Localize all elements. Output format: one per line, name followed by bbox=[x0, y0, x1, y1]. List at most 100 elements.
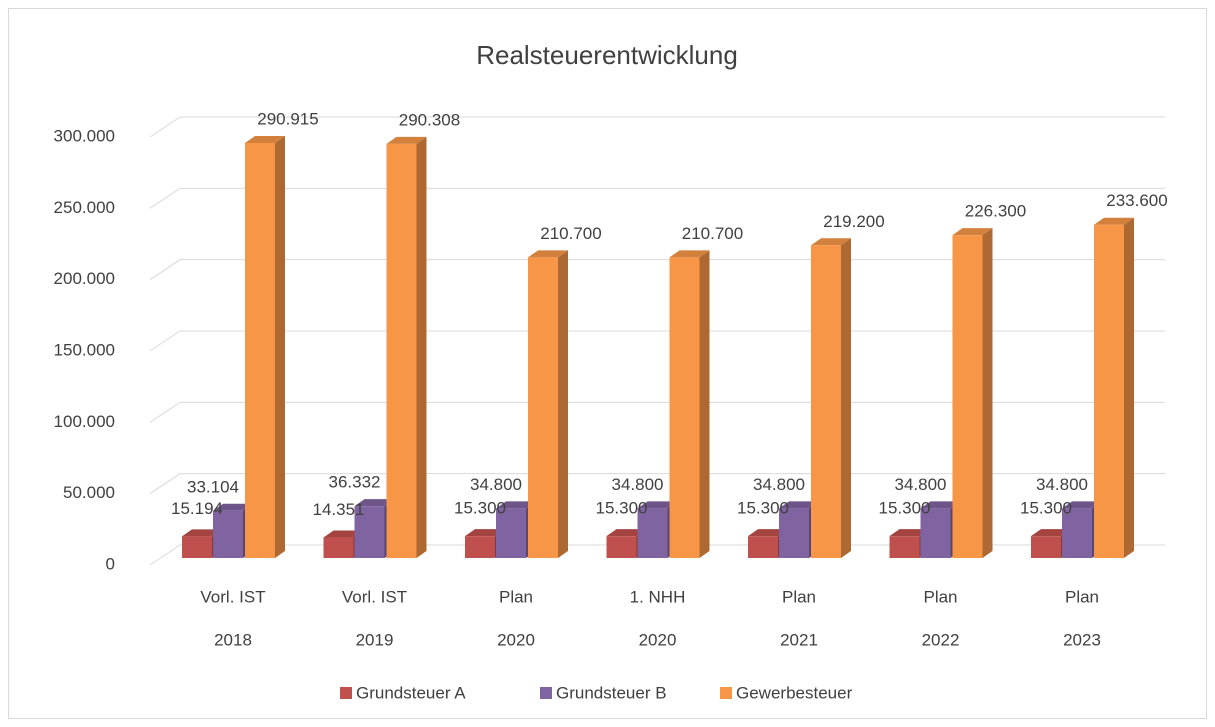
legend-swatch bbox=[540, 687, 552, 699]
x-tick-label: 2018 bbox=[214, 630, 252, 649]
bar-side bbox=[1124, 217, 1134, 559]
chart-frame bbox=[8, 8, 1207, 719]
x-tick-label: Plan bbox=[923, 587, 957, 606]
data-label: 15.300 bbox=[454, 499, 506, 518]
bar-top bbox=[1094, 217, 1134, 225]
bar-top bbox=[920, 501, 961, 509]
data-label: 36.332 bbox=[329, 473, 381, 492]
y-tick-label: 50.000 bbox=[63, 483, 115, 502]
data-label: 226.300 bbox=[965, 202, 1026, 221]
bar-top bbox=[779, 501, 819, 509]
x-tick-label: Vorl. IST bbox=[200, 587, 265, 606]
bar-front bbox=[528, 257, 558, 558]
x-tick-label: 2023 bbox=[1063, 630, 1101, 649]
legend-label: Grundsteuer A bbox=[356, 683, 466, 702]
x-tick-label: Plan bbox=[1065, 587, 1099, 606]
y-tick-label: 0 bbox=[106, 554, 115, 573]
bar-side bbox=[275, 135, 285, 558]
bar-side bbox=[558, 250, 568, 558]
bar-top bbox=[528, 250, 568, 258]
data-label: 34.800 bbox=[895, 475, 947, 494]
bar-top bbox=[669, 250, 710, 258]
bar-top bbox=[496, 501, 536, 509]
legend-label: Grundsteuer B bbox=[556, 683, 667, 702]
bar-front bbox=[182, 536, 212, 558]
bar-front bbox=[465, 536, 495, 558]
data-label: 15.300 bbox=[596, 499, 648, 518]
bar-side bbox=[982, 228, 993, 559]
data-label: 34.800 bbox=[470, 475, 522, 494]
data-label: 15.194 bbox=[171, 499, 223, 518]
legend-swatch bbox=[340, 687, 352, 699]
data-label: 219.200 bbox=[823, 212, 884, 231]
x-tick-label: 2021 bbox=[780, 630, 818, 649]
bar-front bbox=[1062, 508, 1092, 558]
bar-front bbox=[889, 536, 920, 558]
bar-top bbox=[637, 501, 678, 509]
data-label: 33.104 bbox=[187, 477, 239, 496]
bar-front bbox=[811, 245, 841, 559]
bar-top bbox=[748, 529, 788, 537]
data-label: 14.351 bbox=[313, 500, 365, 519]
x-tick-label: Plan bbox=[499, 587, 533, 606]
x-tick-label: 1. NHH bbox=[630, 587, 686, 606]
y-tick-label: 250.000 bbox=[54, 198, 115, 217]
bar-top bbox=[606, 529, 647, 537]
grid-line bbox=[149, 116, 1165, 138]
bar-front bbox=[920, 508, 951, 558]
data-label: 210.700 bbox=[682, 224, 743, 243]
bar-front bbox=[637, 508, 668, 558]
data-label: 290.308 bbox=[399, 110, 460, 129]
bar-front bbox=[213, 510, 243, 558]
bar-top bbox=[354, 499, 395, 507]
bar bbox=[386, 136, 427, 558]
bar-front bbox=[245, 142, 275, 558]
bar-front bbox=[354, 506, 385, 558]
x-tick-label: 2022 bbox=[922, 630, 960, 649]
bar-front bbox=[1094, 224, 1124, 559]
bar-front bbox=[606, 536, 637, 558]
bar-top bbox=[323, 530, 364, 538]
bar-top bbox=[182, 529, 222, 537]
bar-front bbox=[952, 235, 983, 559]
data-label: 34.800 bbox=[612, 475, 664, 494]
legend-swatch bbox=[720, 687, 732, 699]
chart-title: Realsteuerentwicklung bbox=[476, 40, 738, 70]
bar-front bbox=[1031, 536, 1061, 558]
bar bbox=[1094, 217, 1134, 559]
data-label: 15.300 bbox=[1020, 499, 1072, 518]
bar-side bbox=[416, 136, 427, 558]
x-tick-label: 2020 bbox=[639, 630, 677, 649]
y-tick-label: 300.000 bbox=[54, 126, 115, 145]
bar-front bbox=[386, 143, 417, 558]
x-tick-label: Vorl. IST bbox=[342, 587, 407, 606]
x-tick-label: Plan bbox=[782, 587, 816, 606]
data-label: 233.600 bbox=[1106, 191, 1167, 210]
bar-top bbox=[465, 529, 505, 537]
data-label: 15.300 bbox=[879, 499, 931, 518]
bar-front bbox=[748, 536, 778, 558]
bar bbox=[528, 250, 568, 558]
bar bbox=[811, 238, 851, 559]
bar-top bbox=[952, 228, 993, 236]
bar bbox=[245, 135, 285, 558]
bar-front bbox=[496, 508, 526, 558]
bar-front bbox=[323, 537, 354, 558]
bar-top bbox=[1062, 501, 1102, 509]
x-tick-label: 2019 bbox=[356, 630, 394, 649]
bar-front bbox=[669, 257, 700, 558]
bar-side bbox=[841, 238, 851, 559]
bar-top bbox=[386, 136, 427, 144]
y-tick-label: 100.000 bbox=[54, 412, 115, 431]
grid-line bbox=[149, 187, 1165, 209]
data-label: 15.300 bbox=[737, 499, 789, 518]
bar bbox=[952, 228, 993, 559]
bar-front bbox=[779, 508, 809, 558]
data-label: 34.800 bbox=[753, 475, 805, 494]
bar-side bbox=[699, 250, 710, 558]
data-label: 210.700 bbox=[540, 224, 601, 243]
y-tick-label: 200.000 bbox=[54, 269, 115, 288]
bar-top bbox=[811, 238, 851, 246]
x-tick-label: 2020 bbox=[497, 630, 535, 649]
